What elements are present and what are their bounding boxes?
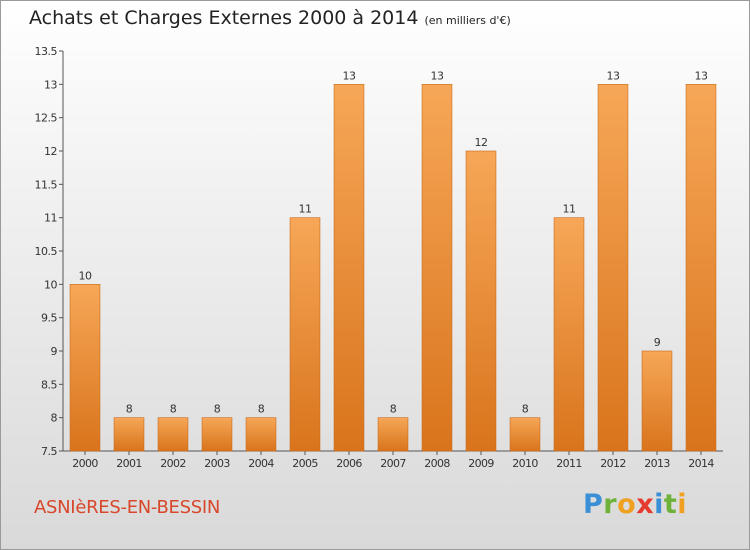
x-tick-label: 2008 [424, 457, 450, 470]
y-tick-label: 13 [44, 78, 57, 91]
brand-letter: o [617, 489, 637, 520]
chart-unit: (en milliers d'€) [424, 14, 511, 27]
x-tick-label: 2002 [160, 457, 186, 470]
data-label: 11 [563, 203, 576, 216]
y-tick-label: 11 [44, 212, 57, 225]
data-label: 13 [607, 69, 620, 82]
x-tick-label: 2003 [204, 457, 230, 470]
bar [465, 150, 497, 452]
bar [377, 417, 409, 452]
bar [641, 350, 673, 452]
data-label: 8 [170, 403, 177, 416]
brand-letter: i [677, 489, 688, 520]
bar [421, 84, 453, 452]
y-tick-label: 13.5 [35, 45, 58, 58]
y-tick-label: 11.5 [35, 178, 58, 191]
bar [113, 417, 145, 452]
x-tick-label: 2004 [248, 457, 274, 470]
y-tick-label: 8.5 [41, 378, 57, 391]
brand-logo: Proxiti [583, 489, 687, 520]
x-tick-label: 2007 [380, 457, 406, 470]
bar [289, 217, 321, 452]
data-label: 8 [214, 403, 221, 416]
brand-letter: r [603, 489, 618, 520]
y-tick-label: 10 [44, 278, 57, 291]
data-label: 10 [79, 269, 92, 282]
brand-letter: t [663, 489, 678, 520]
y-tick-label: 9 [51, 345, 58, 358]
y-tick-label: 7.5 [41, 445, 57, 458]
bar [245, 417, 277, 452]
x-tick-label: 2014 [688, 457, 714, 470]
y-tick-label: 9.5 [41, 312, 57, 325]
bar [553, 217, 585, 452]
data-label: 8 [126, 403, 133, 416]
x-tick-label: 2010 [512, 457, 538, 470]
data-label: 8 [390, 403, 397, 416]
x-tick-label: 2005 [292, 457, 318, 470]
x-tick-label: 2000 [72, 457, 98, 470]
data-label: 13 [695, 69, 708, 82]
bar [509, 417, 541, 452]
bar [685, 84, 717, 452]
brand-letter: x [636, 489, 655, 520]
x-tick-label: 2012 [600, 457, 626, 470]
data-labels: 10 8 8 8 8 11 13 8 13 12 8 11 13 9 13 [79, 69, 709, 416]
x-tick-label: 2001 [116, 457, 142, 470]
x-tick-label: 2006 [336, 457, 362, 470]
data-label: 12 [475, 136, 488, 149]
data-label: 8 [522, 403, 529, 416]
bar [157, 417, 189, 452]
brand-letter: i [654, 489, 664, 520]
y-tick-label: 12 [44, 145, 57, 158]
y-tick-label: 12.5 [35, 112, 58, 125]
x-tick-label: 2009 [468, 457, 494, 470]
chart-title: Achats et Charges Externes 2000 à 2014 (e… [29, 7, 511, 29]
data-label: 11 [299, 203, 312, 216]
place-name: ASNIèRES-EN-BESSIN [34, 497, 221, 518]
data-label: 8 [258, 403, 265, 416]
data-label: 9 [654, 336, 661, 349]
bar [201, 417, 233, 452]
x-tick-label: 2011 [556, 457, 582, 470]
x-tick-label: 2013 [644, 457, 670, 470]
y-tick-label: 10.5 [35, 245, 58, 258]
bar [69, 284, 101, 452]
brand-letter: P [583, 489, 604, 520]
chart-title-text: Achats et Charges Externes 2000 à 2014 [29, 7, 419, 29]
bar [597, 84, 629, 452]
data-label: 13 [431, 69, 444, 82]
data-label: 13 [343, 69, 356, 82]
bars [69, 84, 717, 452]
bar [333, 84, 365, 452]
y-tick-label: 8 [51, 412, 58, 425]
